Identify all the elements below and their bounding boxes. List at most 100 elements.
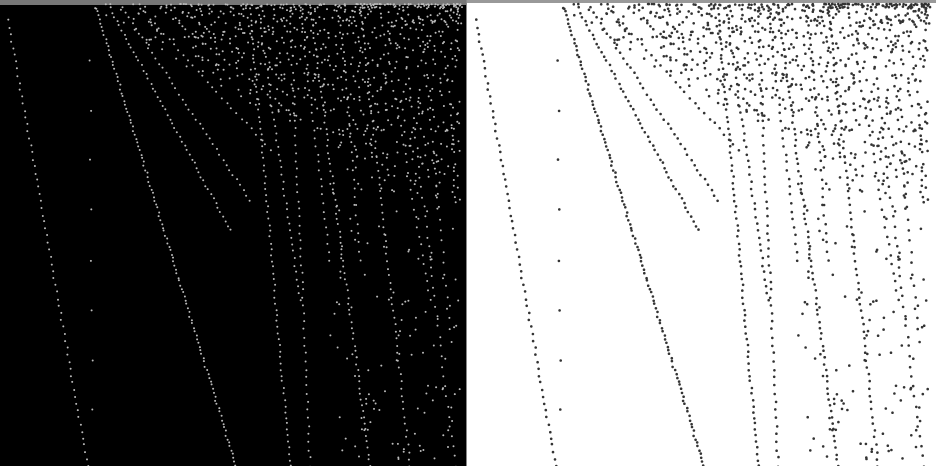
dot: [419, 102, 421, 104]
dot: [885, 97, 888, 100]
dot: [759, 39, 762, 42]
dot: [817, 136, 820, 139]
dot: [340, 100, 342, 102]
dot: [351, 22, 353, 24]
dot: [736, 46, 739, 49]
dot: [200, 176, 202, 178]
dot: [820, 32, 823, 35]
dot: [232, 8, 234, 10]
dot: [200, 10, 202, 12]
dot: [826, 96, 829, 99]
dot: [260, 18, 262, 20]
dot: [716, 200, 719, 203]
dot: [24, 110, 26, 112]
dot: [859, 21, 862, 24]
dot: [401, 27, 403, 29]
dot: [806, 133, 809, 136]
dot: [915, 64, 918, 67]
dot: [404, 131, 406, 133]
dot: [202, 36, 204, 38]
dot: [894, 74, 897, 77]
dot: [835, 85, 838, 88]
dot: [190, 4, 192, 6]
dot: [355, 6, 357, 8]
dot: [402, 10, 404, 12]
dot: [383, 73, 385, 75]
dot: [693, 429, 696, 432]
dot: [286, 109, 288, 111]
dot: [449, 328, 451, 330]
dot: [322, 43, 324, 45]
dot: [662, 118, 665, 121]
dot: [667, 349, 670, 352]
dot: [657, 153, 660, 156]
dot: [430, 128, 432, 130]
dot: [421, 29, 423, 31]
dot: [744, 314, 747, 317]
dot: [831, 3, 834, 6]
dot: [230, 229, 232, 231]
dot: [653, 302, 656, 305]
dot: [588, 9, 591, 12]
dot: [415, 317, 417, 319]
dot: [669, 35, 672, 38]
dot: [910, 261, 913, 264]
dot: [669, 14, 672, 17]
dot: [918, 124, 921, 127]
dot: [132, 125, 134, 127]
dot: [170, 249, 172, 251]
dot: [655, 108, 658, 111]
dot: [656, 316, 659, 319]
dot: [791, 218, 794, 221]
dot: [618, 24, 621, 27]
dot: [422, 449, 424, 451]
dot: [786, 80, 789, 83]
dot: [151, 52, 153, 54]
dot: [733, 194, 736, 197]
dot: [919, 58, 922, 61]
dot: [292, 72, 294, 74]
dot: [280, 18, 282, 20]
dot: [747, 61, 750, 64]
dot: [202, 59, 204, 61]
dot: [195, 45, 197, 47]
dot: [427, 42, 429, 44]
dot: [282, 188, 284, 190]
dot: [401, 395, 403, 397]
dot: [892, 154, 895, 157]
dot: [830, 35, 833, 38]
dot: [402, 408, 404, 410]
dot: [782, 10, 785, 13]
dot: [94, 7, 96, 9]
dot: [782, 145, 785, 148]
dot: [688, 38, 691, 41]
dot: [749, 20, 752, 23]
dot: [397, 443, 399, 445]
dot: [204, 366, 206, 368]
dot: [738, 4, 741, 7]
dot: [840, 399, 843, 402]
dot: [357, 183, 359, 185]
dot: [10, 33, 12, 35]
dot: [191, 17, 193, 19]
dot: [81, 431, 83, 433]
dot: [578, 56, 581, 59]
dot: [738, 149, 741, 152]
dot: [828, 14, 831, 17]
dot: [600, 125, 603, 128]
dot: [125, 108, 127, 110]
dot: [355, 42, 357, 44]
dot: [664, 338, 667, 341]
dot: [510, 215, 513, 218]
dot: [819, 151, 822, 154]
dot: [842, 147, 845, 150]
dot: [146, 73, 148, 75]
dot: [762, 46, 765, 49]
dot: [99, 18, 101, 20]
dot: [859, 442, 862, 445]
dot: [414, 5, 416, 7]
dot: [200, 353, 202, 355]
dot: [756, 446, 759, 449]
dot: [618, 38, 621, 41]
dot: [763, 278, 766, 281]
